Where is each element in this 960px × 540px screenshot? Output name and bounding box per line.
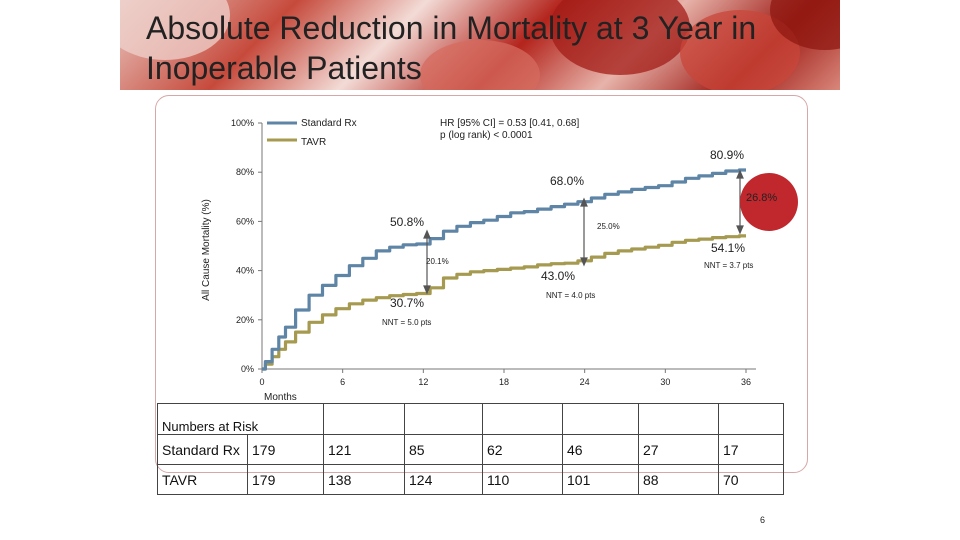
- risk-row-label: TAVR: [157, 464, 248, 495]
- risk-cell: 88: [638, 464, 720, 495]
- bracket-36m-arrow-bottom: [736, 225, 744, 235]
- annotation-tavr-12: 30.7%: [390, 296, 424, 310]
- risk-cell: 62: [482, 434, 564, 465]
- annotation-std-12: 50.8%: [390, 215, 424, 229]
- bracket-36m-arrow-top: [736, 169, 744, 179]
- series-line-standard-rx: [262, 168, 746, 371]
- annotation-std-24: 68.0%: [550, 174, 584, 188]
- annotation-nnt-36: NNT = 3.7 pts: [704, 261, 753, 270]
- risk-cell: 138: [323, 464, 406, 495]
- risk-cell: 17: [718, 434, 785, 465]
- risk-cell: 124: [404, 464, 484, 495]
- page-title: Absolute Reduction in Mortality at 3 Yea…: [146, 10, 757, 86]
- risk-table-title: Numbers at Risk: [156, 403, 325, 435]
- x-tick-label: 24: [580, 377, 590, 387]
- bracket-24m-arrow-top: [580, 197, 588, 207]
- p-value-text: p (log rank) < 0.0001: [440, 130, 533, 141]
- x-tick-label: 12: [418, 377, 428, 387]
- legend-label-standard-rx: Standard Rx: [301, 118, 357, 129]
- y-tick-label: 0%: [241, 364, 254, 374]
- difference-badge: [740, 173, 798, 231]
- risk-cell: 101: [562, 464, 640, 495]
- y-tick-label: 20%: [236, 315, 254, 325]
- series-line-tavr: [262, 234, 746, 371]
- bracket-12m-arrow-bottom: [423, 285, 431, 295]
- y-tick-label: 80%: [236, 167, 254, 177]
- risk-cell: 110: [482, 464, 564, 495]
- annotation-diff-12: 20.1%: [426, 257, 449, 266]
- page-number: 6: [760, 515, 766, 525]
- x-axis-label: Months: [264, 392, 297, 403]
- bracket-12m-arrow-top: [423, 229, 431, 239]
- risk-row-tavr: TAVR 179 138 124 110 101 88 70: [157, 464, 785, 495]
- risk-cell: 46: [562, 434, 640, 465]
- x-tick-label: 6: [340, 377, 345, 387]
- annotation-tavr-36: 54.1%: [711, 241, 745, 255]
- annotation-nnt-12: NNT = 5.0 pts: [382, 318, 431, 327]
- hr-text: HR [95% CI] = 0.53 [0.41, 0.68]: [440, 118, 579, 129]
- risk-cell: 179: [246, 464, 325, 495]
- risk-cell: 27: [638, 434, 720, 465]
- legend-label-tavr: TAVR: [301, 137, 326, 148]
- x-tick-label: 18: [499, 377, 509, 387]
- annotation-diff-24: 25.0%: [597, 222, 620, 231]
- bracket-24m-arrow-bottom: [580, 257, 588, 267]
- risk-cell: 121: [323, 434, 406, 465]
- numbers-at-risk-table: Numbers at Risk Standard Rx 179 121 85 6…: [156, 403, 785, 495]
- x-tick-label: 0: [259, 377, 264, 387]
- risk-cell: 179: [246, 434, 325, 465]
- annotation-nnt-24: NNT = 4.0 pts: [546, 291, 595, 300]
- y-axis-label: All Cause Mortality (%): [201, 199, 212, 301]
- risk-row-standard-rx: Standard Rx 179 121 85 62 46 27 17: [157, 434, 785, 465]
- annotation-diff-36: 26.8%: [746, 192, 777, 204]
- annotation-tavr-24: 43.0%: [541, 269, 575, 283]
- risk-row-label: Standard Rx: [157, 434, 248, 465]
- x-tick-label: 30: [660, 377, 670, 387]
- risk-cell: 85: [404, 434, 484, 465]
- y-tick-label: 40%: [236, 266, 254, 276]
- annotation-std-36: 80.9%: [710, 148, 744, 162]
- y-tick-label: 100%: [231, 118, 254, 128]
- x-tick-label: 36: [741, 377, 751, 387]
- y-tick-label: 60%: [236, 216, 254, 226]
- risk-cell: 70: [718, 464, 785, 495]
- title-banner: Absolute Reduction in Mortality at 3 Yea…: [120, 0, 840, 90]
- risk-table-header: Numbers at Risk: [156, 403, 785, 435]
